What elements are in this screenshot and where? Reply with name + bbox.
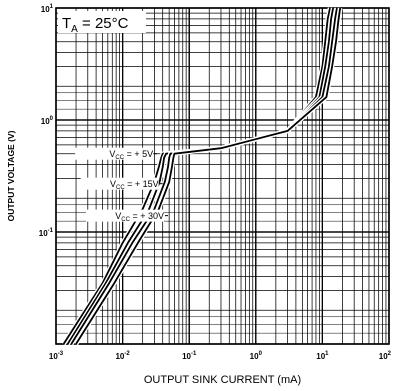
tick-label: 100 (41, 116, 54, 126)
series-label-bg (85, 209, 164, 222)
tick-label: 10-1 (182, 351, 197, 361)
curve-3 (75, 7, 342, 345)
tick-label: 101 (316, 351, 329, 361)
curve-halo-2 (69, 7, 340, 346)
tick-label: 100 (250, 351, 263, 361)
series-label: VCC = + 5V (75, 147, 158, 161)
tick-label: 101 (41, 4, 54, 14)
series-label-bg (75, 147, 154, 160)
curve-vcc-5v (62, 7, 331, 345)
curve-vcc-30v (70, 7, 338, 345)
tick-label: 10-2 (115, 351, 130, 361)
y-axis-label: OUTPUT VOLTAGE (V) (6, 130, 16, 221)
tick-label: 10-1 (39, 228, 54, 238)
temperature-annotation: TA = 25°C (58, 11, 146, 35)
curves (61, 7, 343, 346)
temperature-annotation-text: TA = 25°C (62, 15, 129, 35)
curve-labels: VCC = + 5V VCC = + 15V VCC = + 30V (75, 147, 168, 223)
series-label: VCC = + 30V (85, 209, 168, 223)
tick-label: 10-3 (49, 351, 64, 361)
plot-frame (55, 7, 390, 345)
curve-vcc-15v (66, 7, 334, 345)
curve-halo-3 (74, 7, 343, 346)
tick-label: 102 (379, 351, 392, 361)
series-label-text: VCC = + 5V (109, 149, 153, 161)
series-label-text: VCC = + 30V (115, 211, 164, 223)
series-label-text: VCC = + 15V (110, 179, 159, 191)
series-label-bg (80, 177, 159, 190)
x-axis-label: OUTPUT SINK CURRENT (mA) (144, 374, 301, 386)
series-label: VCC = + 15V (80, 177, 163, 191)
tick-labels: 10-3 10-2 10-1 100 101 102 10-1 100 101 (39, 4, 392, 361)
